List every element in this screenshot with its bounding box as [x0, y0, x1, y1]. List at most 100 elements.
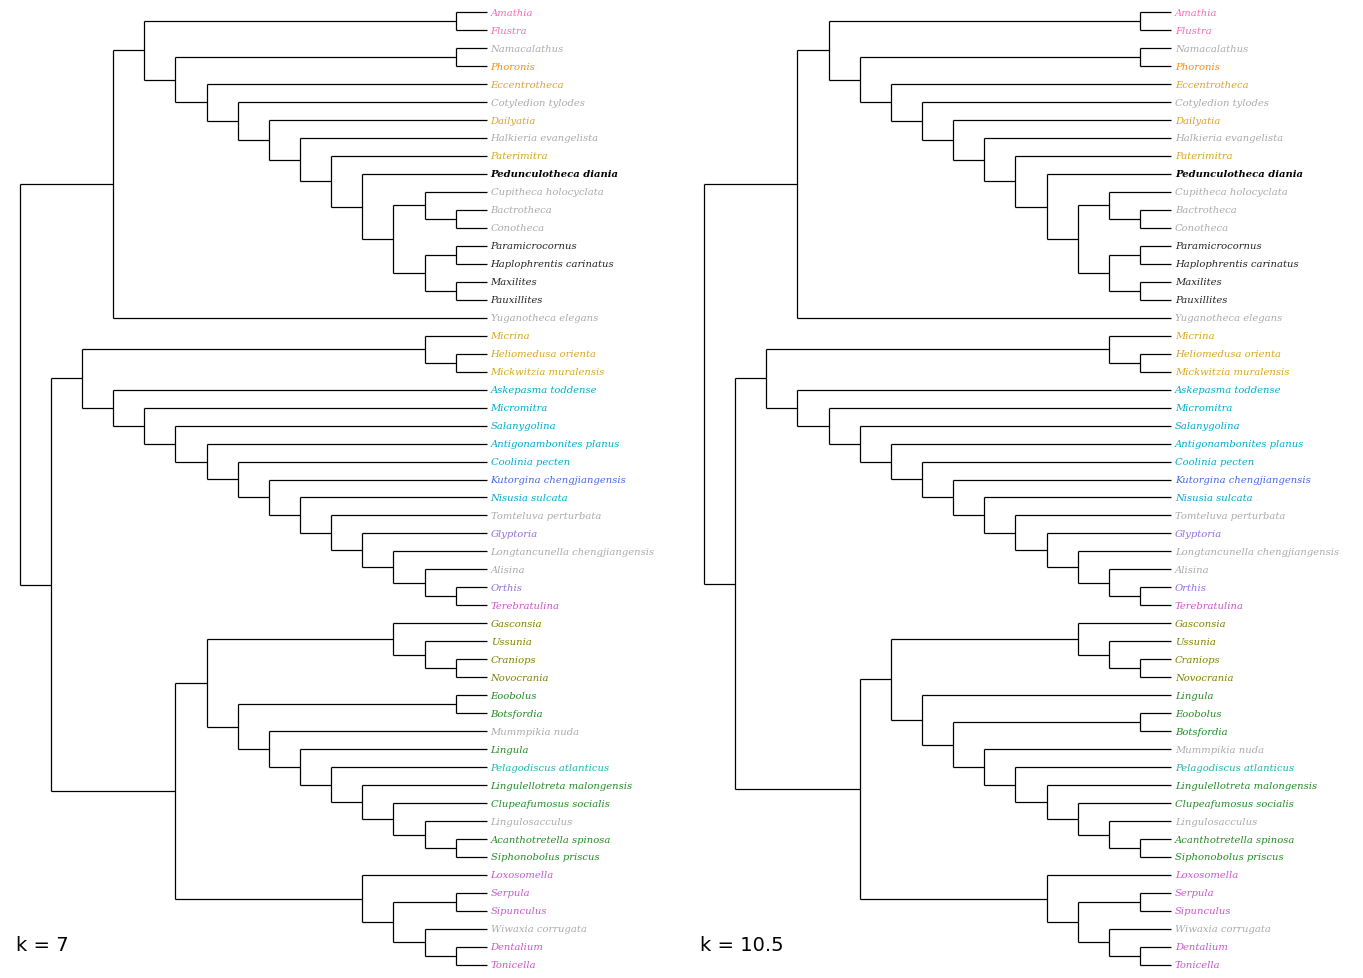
Text: Clupeafumosus socialis: Clupeafumosus socialis	[1175, 799, 1293, 808]
Text: Antigonambonites planus: Antigonambonites planus	[491, 440, 620, 449]
Text: Micromitra: Micromitra	[1175, 404, 1232, 413]
Text: Phoronis: Phoronis	[491, 63, 536, 71]
Text: Ussunia: Ussunia	[1175, 637, 1216, 646]
Text: Orthis: Orthis	[1175, 583, 1206, 593]
Text: Salanygolina: Salanygolina	[491, 422, 556, 430]
Text: Cupitheca holocyclata: Cupitheca holocyclata	[1175, 188, 1288, 198]
Text: Coolinia pecten: Coolinia pecten	[491, 458, 570, 467]
Text: Cotyledion tylodes: Cotyledion tylodes	[491, 99, 585, 108]
Text: Conotheca: Conotheca	[1175, 224, 1229, 233]
Text: Flustra: Flustra	[491, 26, 527, 35]
Text: Loxosomella: Loxosomella	[1175, 870, 1238, 879]
Text: Siphonobolus priscus: Siphonobolus priscus	[491, 853, 600, 862]
Text: Nisusia sulcata: Nisusia sulcata	[491, 494, 568, 503]
Text: Micromitra: Micromitra	[491, 404, 548, 413]
Text: Yuganotheca elegans: Yuganotheca elegans	[491, 314, 598, 323]
Text: Askepasma toddense: Askepasma toddense	[491, 385, 597, 395]
Text: Clupeafumosus socialis: Clupeafumosus socialis	[491, 799, 609, 808]
Text: Mickwitzia muralensis: Mickwitzia muralensis	[491, 368, 605, 377]
Text: Amathia: Amathia	[491, 9, 533, 18]
Text: Craniops: Craniops	[491, 655, 536, 664]
Text: Salanygolina: Salanygolina	[1175, 422, 1240, 430]
Text: Lingulosacculus: Lingulosacculus	[491, 817, 572, 825]
Text: Kutorgina chengjiangensis: Kutorgina chengjiangensis	[1175, 475, 1311, 484]
Text: Paramicrocornus: Paramicrocornus	[491, 243, 577, 251]
Text: Cotyledion tylodes: Cotyledion tylodes	[1175, 99, 1269, 108]
Text: Alisina: Alisina	[491, 565, 525, 574]
Text: Acanthotretella spinosa: Acanthotretella spinosa	[1175, 834, 1295, 844]
Text: Orthis: Orthis	[491, 583, 522, 593]
Text: Pedunculotheca diania: Pedunculotheca diania	[1175, 170, 1303, 179]
Text: Micrina: Micrina	[491, 332, 530, 341]
Text: Serpula: Serpula	[1175, 889, 1214, 898]
Text: k = 10.5: k = 10.5	[701, 936, 784, 955]
Text: Terebratulina: Terebratulina	[1175, 601, 1244, 610]
Text: Lingula: Lingula	[1175, 691, 1213, 700]
Text: Loxosomella: Loxosomella	[491, 870, 553, 879]
Text: Lingulellotreta malongensis: Lingulellotreta malongensis	[1175, 780, 1317, 790]
Text: Serpula: Serpula	[491, 889, 530, 898]
Text: Longtancunella chengjiangensis: Longtancunella chengjiangensis	[491, 548, 654, 556]
Text: Tonicella: Tonicella	[1175, 960, 1220, 969]
Text: Heliomedusa orienta: Heliomedusa orienta	[1175, 350, 1281, 359]
Text: Pauxillites: Pauxillites	[491, 296, 542, 305]
Text: Lingulellotreta malongensis: Lingulellotreta malongensis	[491, 780, 632, 790]
Text: Mummpikia nuda: Mummpikia nuda	[1175, 745, 1264, 754]
Text: Tonicella: Tonicella	[491, 960, 536, 969]
Text: Novocrania: Novocrania	[491, 673, 549, 682]
Text: Mickwitzia muralensis: Mickwitzia muralensis	[1175, 368, 1289, 377]
Text: Flustra: Flustra	[1175, 26, 1212, 35]
Text: Cupitheca holocyclata: Cupitheca holocyclata	[491, 188, 604, 198]
Text: Ussunia: Ussunia	[491, 637, 532, 646]
Text: Alisina: Alisina	[1175, 565, 1209, 574]
Text: Phoronis: Phoronis	[1175, 63, 1220, 71]
Text: Eoobolus: Eoobolus	[491, 691, 537, 700]
Text: Glyptoria: Glyptoria	[491, 529, 538, 538]
Text: Acanthotretella spinosa: Acanthotretella spinosa	[491, 834, 611, 844]
Text: Paterimitra: Paterimitra	[491, 153, 548, 161]
Text: Dentalium: Dentalium	[491, 943, 544, 952]
Text: Siphonobolus priscus: Siphonobolus priscus	[1175, 853, 1284, 862]
Text: Bactrotheca: Bactrotheca	[1175, 206, 1236, 215]
Text: Craniops: Craniops	[1175, 655, 1220, 664]
Text: Heliomedusa orienta: Heliomedusa orienta	[491, 350, 597, 359]
Text: Halkieria evangelista: Halkieria evangelista	[1175, 134, 1283, 144]
Text: Haplophrentis carinatus: Haplophrentis carinatus	[491, 260, 615, 269]
Text: Paterimitra: Paterimitra	[1175, 153, 1232, 161]
Text: Bactrotheca: Bactrotheca	[491, 206, 552, 215]
Text: Wiwaxia corrugata: Wiwaxia corrugata	[1175, 924, 1270, 933]
Text: k = 7: k = 7	[16, 936, 68, 955]
Text: Askepasma toddense: Askepasma toddense	[1175, 385, 1281, 395]
Text: Eccentrotheca: Eccentrotheca	[491, 80, 564, 89]
Text: Lingula: Lingula	[491, 745, 529, 754]
Text: Sipunculus: Sipunculus	[491, 907, 547, 915]
Text: Dailyatia: Dailyatia	[1175, 116, 1220, 125]
Text: Maxilites: Maxilites	[491, 278, 537, 287]
Text: Dailyatia: Dailyatia	[491, 116, 536, 125]
Text: Longtancunella chengjiangensis: Longtancunella chengjiangensis	[1175, 548, 1338, 556]
Text: Namacalathus: Namacalathus	[491, 45, 564, 54]
Text: Terebratulina: Terebratulina	[491, 601, 560, 610]
Text: Pauxillites: Pauxillites	[1175, 296, 1227, 305]
Text: Pelagodiscus atlanticus: Pelagodiscus atlanticus	[1175, 763, 1293, 772]
Text: Sipunculus: Sipunculus	[1175, 907, 1231, 915]
Text: Antigonambonites planus: Antigonambonites planus	[1175, 440, 1304, 449]
Text: Paramicrocornus: Paramicrocornus	[1175, 243, 1262, 251]
Text: Tomteluva perturbata: Tomteluva perturbata	[1175, 511, 1285, 520]
Text: Eoobolus: Eoobolus	[1175, 709, 1221, 718]
Text: Botsfordia: Botsfordia	[1175, 727, 1228, 735]
Text: Haplophrentis carinatus: Haplophrentis carinatus	[1175, 260, 1299, 269]
Text: Coolinia pecten: Coolinia pecten	[1175, 458, 1254, 467]
Text: Yuganotheca elegans: Yuganotheca elegans	[1175, 314, 1283, 323]
Text: Wiwaxia corrugata: Wiwaxia corrugata	[491, 924, 586, 933]
Text: Nisusia sulcata: Nisusia sulcata	[1175, 494, 1253, 503]
Text: Lingulosacculus: Lingulosacculus	[1175, 817, 1257, 825]
Text: Micrina: Micrina	[1175, 332, 1214, 341]
Text: Amathia: Amathia	[1175, 9, 1217, 18]
Text: Gasconsia: Gasconsia	[1175, 619, 1227, 628]
Text: Gasconsia: Gasconsia	[491, 619, 542, 628]
Text: Novocrania: Novocrania	[1175, 673, 1234, 682]
Text: Maxilites: Maxilites	[1175, 278, 1221, 287]
Text: Glyptoria: Glyptoria	[1175, 529, 1223, 538]
Text: Tomteluva perturbata: Tomteluva perturbata	[491, 511, 601, 520]
